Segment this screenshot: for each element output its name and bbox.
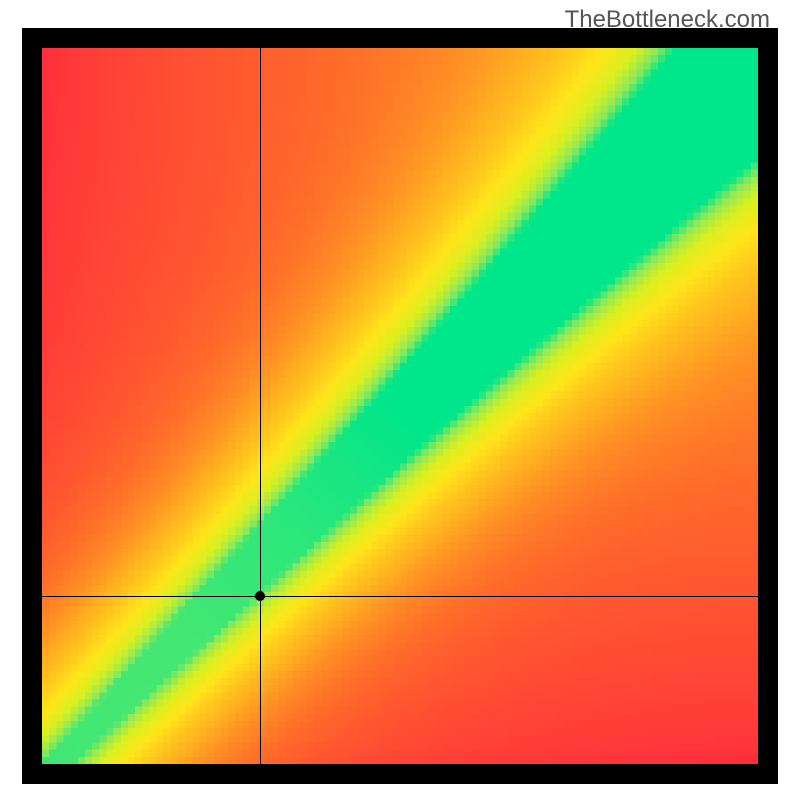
chart-frame (22, 28, 778, 784)
chart-container: TheBottleneck.com (0, 0, 800, 800)
marker-dot (255, 591, 265, 601)
heatmap-canvas (42, 48, 758, 764)
plot-area (42, 48, 758, 764)
watermark-text: TheBottleneck.com (565, 6, 770, 34)
crosshair-horizontal (42, 596, 758, 597)
crosshair-vertical (260, 48, 261, 764)
